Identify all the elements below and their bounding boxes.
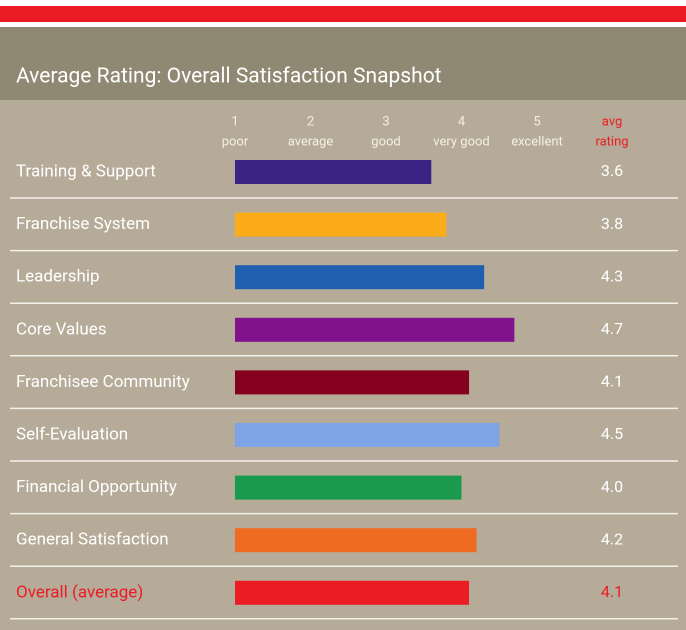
bar [235, 317, 515, 342]
value-label: 4.3 [601, 266, 623, 285]
x-tick-sublabel: poor [222, 134, 249, 149]
value-label: 4.0 [601, 477, 623, 496]
value-label: 4.1 [601, 372, 623, 391]
category-label: Core Values [16, 319, 107, 339]
category-label: Franchisee Community [16, 372, 190, 392]
category-label: Leadership [16, 267, 100, 287]
value-label: 4.5 [601, 424, 623, 443]
value-label: 3.8 [601, 214, 623, 233]
x-tick-label: 4 [458, 114, 466, 129]
bar [235, 370, 470, 395]
bar [235, 160, 432, 184]
x-tick-label: 1 [231, 114, 238, 129]
value-label: 4.1 [601, 582, 623, 601]
x-tick-sublabel: average [288, 134, 334, 149]
value-label: 3.6 [601, 161, 623, 180]
x-tick-sublabel: good [371, 134, 400, 149]
header-band [0, 27, 686, 100]
category-label: Financial Opportunity [16, 477, 177, 497]
top-stripe [0, 6, 686, 22]
value-label: 4.7 [601, 319, 623, 338]
bar [235, 475, 462, 500]
category-label: Overall (average) [16, 582, 143, 602]
bar [235, 528, 477, 553]
category-label: Training & Support [16, 161, 156, 181]
x-tick-sublabel: very good [433, 134, 489, 149]
value-header: avg [602, 114, 623, 129]
category-label: Franchise System [16, 214, 150, 234]
bar [235, 423, 500, 447]
x-tick-label: 3 [382, 114, 389, 129]
x-tick-label: 2 [307, 114, 314, 129]
category-label: Self-Evaluation [16, 424, 128, 444]
x-tick-label: 5 [533, 114, 540, 129]
value-header: rating [595, 134, 628, 149]
chart-title: Average Rating: Overall Satisfaction Sna… [16, 65, 442, 89]
x-tick-sublabel: excellent [511, 134, 563, 149]
value-label: 4.2 [601, 529, 623, 548]
bar [235, 580, 470, 605]
bar [235, 265, 485, 290]
bar [235, 212, 447, 237]
category-label: General Satisfaction [16, 530, 169, 550]
